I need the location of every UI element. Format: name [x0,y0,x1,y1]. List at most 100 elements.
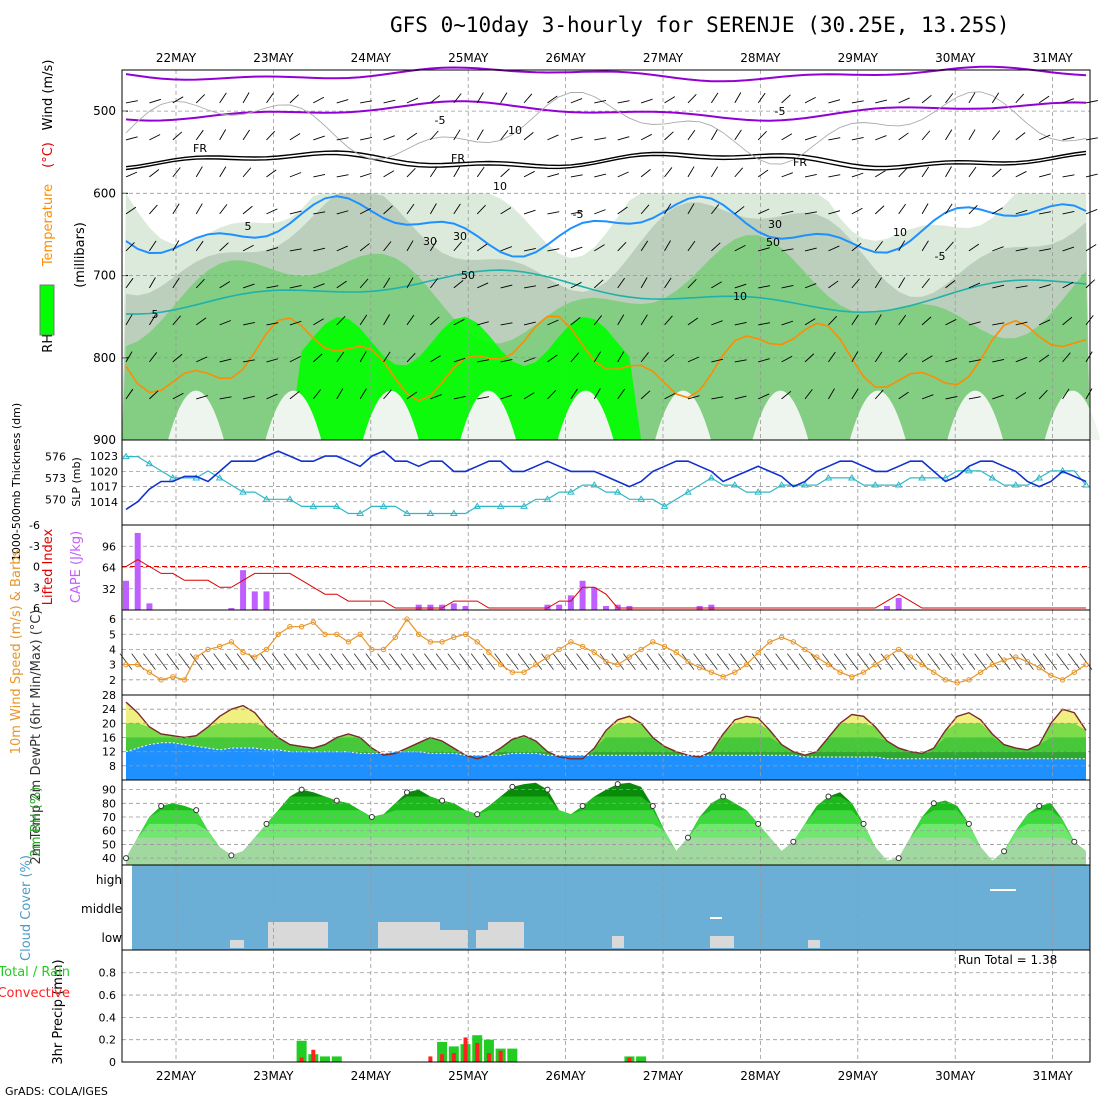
wind-barb [336,137,349,141]
wind-barb [945,203,953,215]
surface-wind-barb [189,653,203,670]
wind-speed-marker [1083,661,1089,668]
surface-wind-barb [693,653,706,670]
wind-barb [570,388,578,400]
wind-barb [1039,284,1051,289]
wind-barb [945,396,958,400]
wind-barb [1038,134,1051,141]
date-label-bottom: 24MAY [351,1069,392,1083]
wind-barb [968,321,981,326]
thickness-marker [1082,481,1090,488]
pressure-tick-label: 900 [93,433,116,447]
wind-barb [453,279,464,289]
wind-barb [968,359,981,363]
wind-barb [453,357,466,363]
wind-barb [547,284,560,289]
wind-speed-marker [521,669,527,675]
surface-wind-barb [927,653,941,670]
rh-dry-gap [849,390,906,440]
surface-wind-barb [506,653,519,670]
surface-wind-barb [377,653,390,670]
surface-wind-barb [810,653,824,670]
wind-barb [547,319,559,326]
wind-speed-marker [451,634,457,641]
wind-barb [313,283,325,289]
wind-barb [172,131,183,141]
wind-barb [1085,173,1098,178]
wind-barb [289,210,302,215]
lifted-index-line [125,559,1086,609]
wind-barb [570,317,581,326]
wind-speed-marker [603,658,609,665]
temp-contour-15 [125,315,1087,402]
wind-barb [804,174,817,178]
precip-convective-bar [486,1053,491,1062]
wind-barb [757,92,766,104]
rh-marker [228,852,235,859]
temp-contour-minus10 [125,65,1087,83]
rh-tick-label: 90 [102,784,116,797]
wind-speed-marker [720,674,726,680]
wind-barb [336,316,346,326]
cape-bar [134,532,141,610]
thickness-marker [777,481,786,488]
wind-barb [921,355,933,363]
wind-barb [523,285,536,289]
wind-speed-marker [626,654,633,660]
wind-barb [242,244,254,252]
cape-bar [439,604,446,610]
rh-marker [790,838,797,845]
wind-barb [664,167,673,178]
date-label-bottom: 28MAY [740,1069,781,1083]
pressure-tick-label: 800 [93,351,116,365]
precip-tick-label: 0 [109,1056,116,1069]
wind-barb [1015,392,1027,400]
wind-barb [617,277,626,289]
wind-barb [804,283,817,289]
wind-barb [617,314,625,326]
wind-barb [476,92,484,104]
wind-barb [149,169,160,178]
wind-barb [523,93,533,104]
wind-barb [711,396,724,400]
temp-tick-label: 28 [102,689,116,702]
date-label-bottom: 31MAY [1032,1069,1073,1083]
wind-barb [992,168,1002,178]
wind-barb [289,355,301,363]
rh-marker [755,820,762,827]
surface-wind-barb [166,653,180,670]
wind-barb [570,136,583,141]
wind-speed-marker [696,664,703,671]
cape-bar [146,603,153,610]
wind-barb [523,392,535,400]
surface-wind-barb [845,653,859,670]
wind-barb [195,94,206,104]
wind-barb [383,170,395,178]
wind-barb [523,170,535,178]
wind-barb [453,318,465,326]
temperature-unit-label: (°C) [41,142,56,168]
wind-speed-marker [673,649,679,656]
date-label-top: 31MAY [1032,51,1073,65]
wind-barb [781,320,794,326]
wind-barb [219,281,231,289]
wind-barb [430,130,439,141]
rh-marker [403,789,410,796]
wind-barb [430,316,440,326]
surface-wind-barb [400,653,414,670]
wind-barb [828,137,841,141]
wind-barb [477,396,490,400]
wind-barb [757,169,769,178]
wind-barb [523,248,536,252]
wind-barb [266,393,278,400]
wind-barb [406,203,415,215]
surface-wind-barb [271,653,285,670]
wind-barb [500,92,508,104]
wind-barb [594,100,607,104]
wind-barb [430,203,437,215]
pressure-tick-label: 500 [93,104,116,118]
surface-wind-barb [365,653,379,670]
wind-barb [547,211,560,215]
wind-barb [476,166,485,178]
